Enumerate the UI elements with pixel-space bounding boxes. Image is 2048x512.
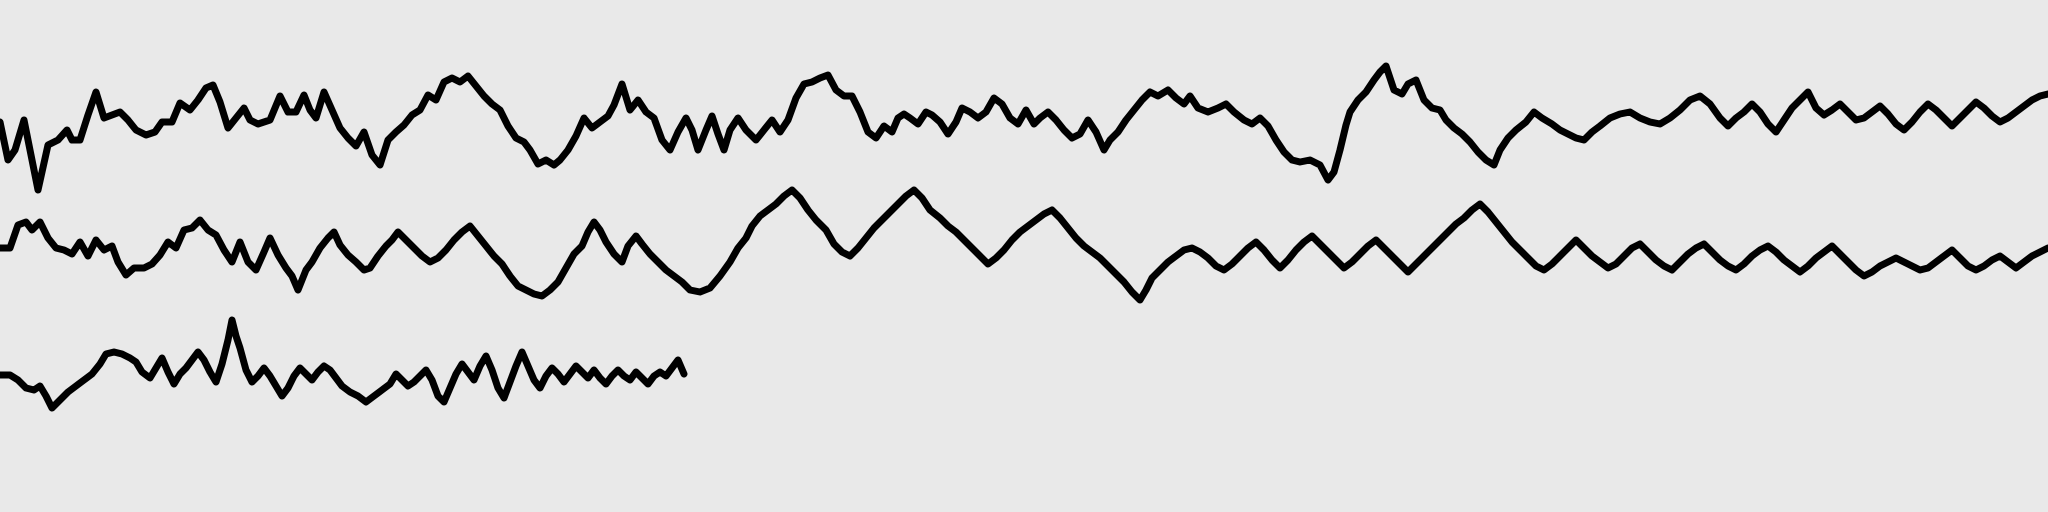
handwriting-line-3: [0, 316, 688, 412]
handwriting-line-2: [0, 186, 2048, 304]
handwriting-line-1: [0, 62, 2048, 194]
